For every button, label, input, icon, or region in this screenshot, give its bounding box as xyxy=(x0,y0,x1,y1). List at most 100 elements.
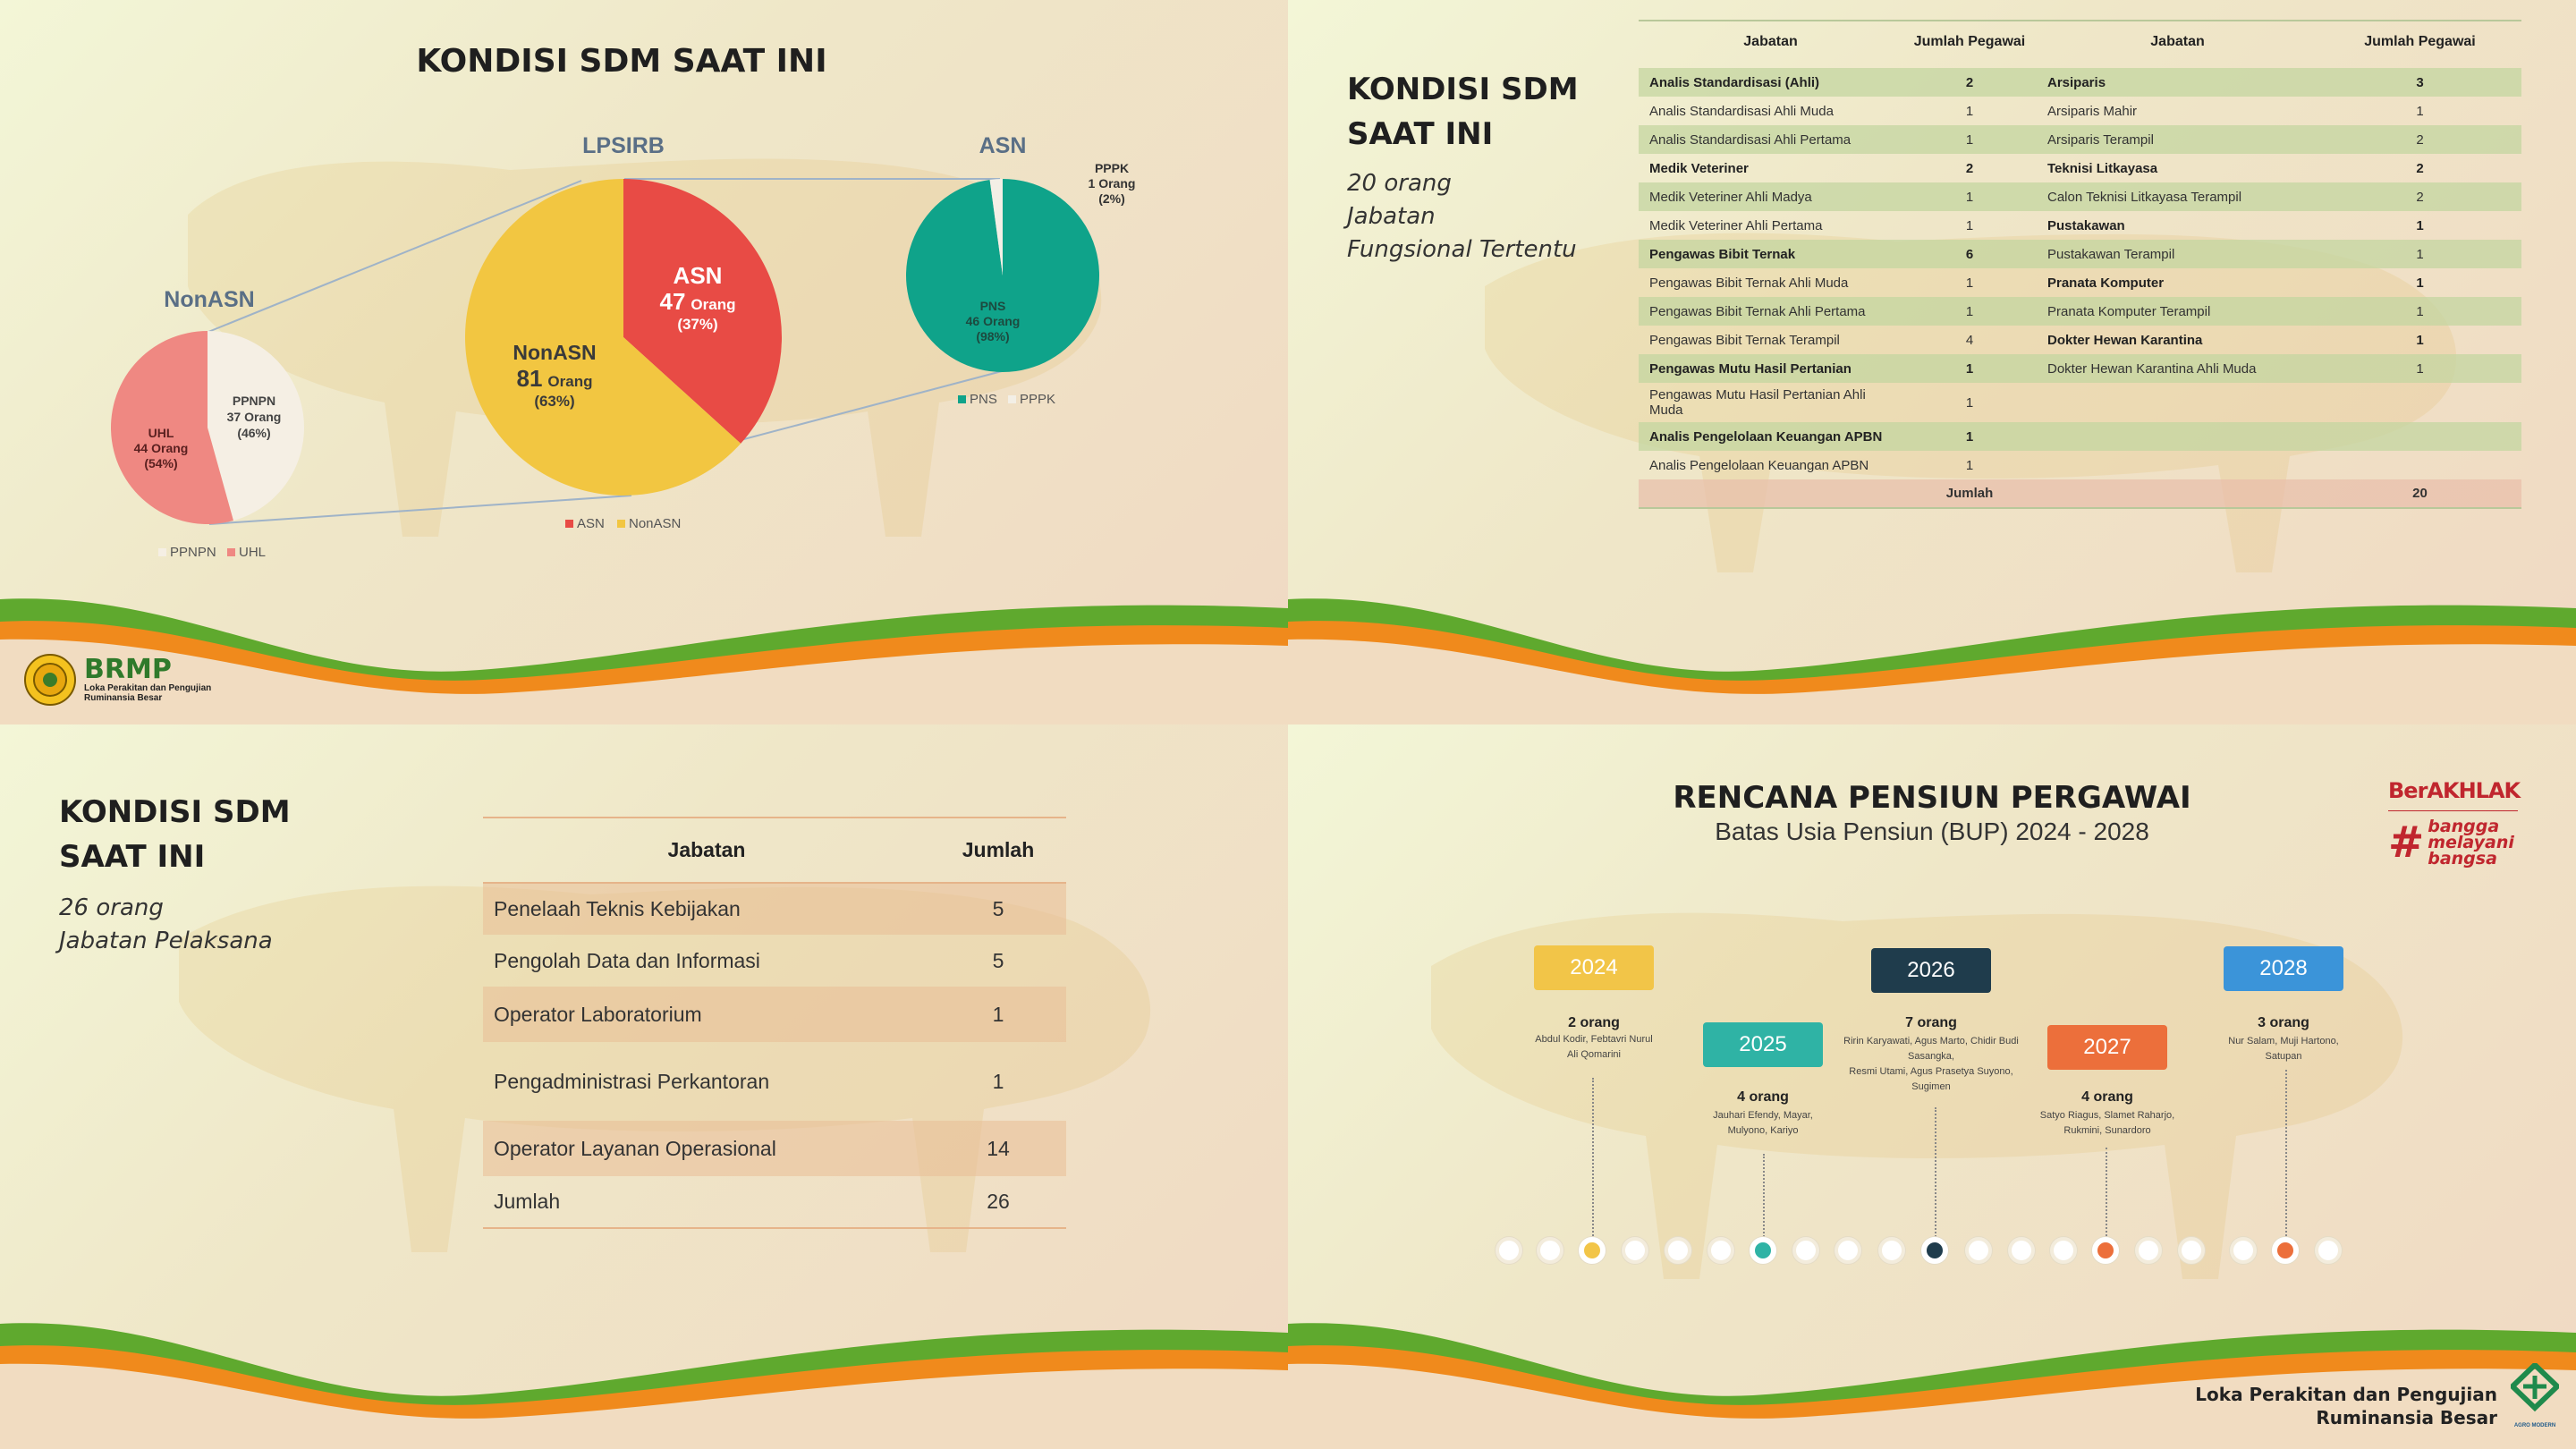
jumlah-cell xyxy=(2318,383,2521,422)
year-box-2027: 2027 xyxy=(2047,1025,2167,1070)
retiree-names-line2: Mulyono, Kariyo xyxy=(1727,1125,1799,1137)
legend-label: ASN xyxy=(577,516,605,531)
slice-percent: (46%) xyxy=(237,426,270,440)
table-row: Analis Standardisasi Ahli Muda 1 Arsiparis… xyxy=(1639,97,2521,125)
jumlah-cell: 2 xyxy=(1965,160,1974,176)
jabatan-cell: Pengawas Bibit Ternak Ahli Pertama xyxy=(1639,297,1902,326)
jabatan-cell: Operator Laboratorium xyxy=(483,987,930,1042)
timeline-dot xyxy=(1965,1237,1992,1264)
connector-line xyxy=(208,180,582,333)
retiree-names-line2: Resmi Utami, Agus Prasetya Suyono, Sugim… xyxy=(1849,1066,2013,1093)
slice-percent: (63%) xyxy=(534,393,574,410)
timeline-dot xyxy=(1835,1237,1861,1264)
timeline-dot xyxy=(1622,1237,1648,1264)
jabatan-cell: Pengawas Bibit Ternak Terampil xyxy=(1649,332,1840,348)
retiree-names: Nur Salam, Muji Hartono, Satupan xyxy=(2185,1034,2382,1064)
footer-line2: Ruminansia Besar xyxy=(2316,1407,2497,1428)
retiree-count: 7 orang xyxy=(1905,1015,1957,1030)
jabatan-cell: Analis Pengelolaan Keuangan APBN xyxy=(1639,422,1902,451)
table-header-row: Jabatan Jumlah Pegawai Jabatan Jumlah Pe… xyxy=(1639,21,2521,68)
agro-modern-label: AGRO MODERN xyxy=(2513,1423,2556,1428)
year-box-2026: 2026 xyxy=(1871,948,1991,993)
cow-silhouette-background xyxy=(179,886,1151,1252)
table-row: Pengawas Bibit Ternak Ahli Pertama 1 Prana… xyxy=(1639,297,2521,326)
jumlah-cell: 2 xyxy=(1902,68,2037,97)
table-row: Jumlah 26 xyxy=(483,1176,1066,1228)
cow-silhouette-background xyxy=(1431,912,2403,1279)
timeline-dot xyxy=(1878,1237,1905,1264)
jabatan-cell: Arsiparis Terampil xyxy=(2037,125,2318,154)
table-row: Pengolah Data dan Informasi 5 xyxy=(483,935,1066,987)
jumlah-cell: 4 xyxy=(1965,332,1974,348)
connector-line xyxy=(1592,1078,1594,1250)
decorative-waves xyxy=(0,1323,1288,1449)
jabatan-cell xyxy=(2037,383,2318,422)
slice-label: NonASN xyxy=(513,341,596,364)
retiree-count: 4 orang xyxy=(2081,1089,2133,1105)
jumlah-cell: 1 xyxy=(2318,297,2521,326)
jabatan-cell: Analis Pengelolaan Keuangan APBN xyxy=(1649,457,1869,473)
empty-cell xyxy=(2037,479,2318,508)
timeline-dot-active xyxy=(2092,1237,2119,1264)
timeline-dot xyxy=(2230,1237,2257,1264)
legend-label: UHL xyxy=(239,545,266,560)
table-row: Penelaah Teknis Kebijakan 5 xyxy=(483,883,1066,935)
legend-label: PPNPN xyxy=(170,545,216,560)
slice-value: 37 Orang xyxy=(227,410,282,424)
retiree-names: Abdul Kodir, Febtavri Nurul Ali Qomarini xyxy=(1496,1032,1692,1063)
jabatan-cell: Analis Standardisasi Ahli Muda xyxy=(1649,103,1834,119)
timeline-dot xyxy=(2135,1237,2162,1264)
table-row: Pengawas Bibit Ternak Ahli Muda 1 Pranata … xyxy=(1639,268,2521,297)
jumlah-cell: 14 xyxy=(930,1121,1066,1176)
jabatan-cell: Jumlah xyxy=(494,1190,561,1213)
retiree-names-line1: Satyo Riagus, Slamet Raharjo, xyxy=(2039,1110,2175,1121)
table-row: Operator Layanan Operasional 14 xyxy=(483,1121,1066,1176)
jabatan-cell: Medik Veteriner Ahli Pertama xyxy=(1649,217,1823,233)
legend-swatch xyxy=(617,520,625,528)
jabatan-cell: Dokter Hewan Karantina xyxy=(2047,332,2203,348)
brmp-logo-subtitle-2: Ruminansia Besar xyxy=(84,693,163,703)
jabatan-cell: Dokter Hewan Karantina Ahli Muda xyxy=(2037,354,2318,383)
slide-subtitle-line3: Fungsional Tertentu xyxy=(1347,236,1577,263)
year-box-2025: 2025 xyxy=(1703,1022,1823,1067)
pie-slice xyxy=(208,331,305,521)
connector-line xyxy=(208,495,632,525)
jabatan-cell: Pengawas Mutu Hasil Pertanian Ahli Muda xyxy=(1649,387,1866,418)
retiree-names-line2: Satupan xyxy=(2265,1051,2302,1063)
bangga-text: bangga xyxy=(2428,817,2500,836)
timeline-dot xyxy=(1792,1237,1819,1264)
slide-title: KONDISI SDM SAAT INI xyxy=(416,43,827,80)
jabatan-fungsional-table: Jabatan Jumlah Pegawai Jabatan Jumlah Pe… xyxy=(1639,20,2521,509)
header-jabatan: Jabatan xyxy=(1743,34,1798,49)
jabatan-cell: Calon Teknisi Litkayasa Terampil xyxy=(2037,182,2318,211)
timeline-dot xyxy=(2050,1237,2077,1264)
connector-line xyxy=(2285,1070,2287,1250)
jumlah-cell: 2 xyxy=(2318,125,2521,154)
jabatan-cell xyxy=(2037,422,2318,451)
slide-title-line1: KONDISI SDM xyxy=(59,794,291,830)
decorative-waves xyxy=(0,598,1288,724)
jabatan-cell: Pengadministrasi Perkantoran xyxy=(494,1069,770,1093)
legend-label: PNS xyxy=(970,392,997,407)
berakhlak-logo: BerAKHLAK # bangga melayani bangsa xyxy=(2388,778,2540,868)
header-jumlah-pegawai: Jumlah Pegawai xyxy=(1913,34,2026,49)
table-row: Pengawas Mutu Hasil Pertanian Ahli Muda 1 xyxy=(1639,383,2521,422)
legend-label: PPPK xyxy=(1020,392,1055,407)
retiree-names-line1: Abdul Kodir, Febtavri Nurul xyxy=(1535,1034,1653,1045)
legend-swatch xyxy=(565,520,573,528)
timeline-dot xyxy=(1707,1237,1734,1264)
jumlah-cell: 1 xyxy=(1902,125,2037,154)
connector-line xyxy=(1935,1107,1936,1250)
slice-label: PPPK xyxy=(1095,161,1129,175)
footer-line1: Loka Perakitan dan Pengujian xyxy=(2195,1384,2497,1405)
agro-modern-icon xyxy=(2508,1360,2562,1412)
jumlah-cell: 1 xyxy=(1965,457,1974,473)
agro-modern-logo: AGRO MODERN xyxy=(2506,1360,2563,1428)
slide-subtitle-line2: Jabatan xyxy=(1347,203,1436,230)
chart-title: NonASN xyxy=(164,287,254,312)
jumlah-cell: 6 xyxy=(1902,240,2037,268)
total-row: Jumlah 20 xyxy=(1639,479,2521,508)
jumlah-cell: 1 xyxy=(1965,217,1974,233)
empty-cell xyxy=(1639,479,1902,508)
